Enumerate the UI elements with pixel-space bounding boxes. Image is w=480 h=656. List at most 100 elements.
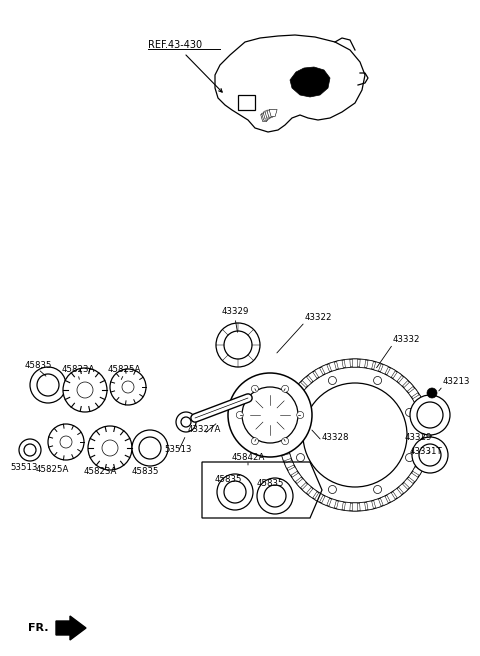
Polygon shape (416, 461, 425, 468)
Polygon shape (336, 501, 343, 510)
Polygon shape (387, 493, 396, 502)
Polygon shape (367, 360, 373, 369)
Circle shape (257, 478, 293, 514)
Polygon shape (380, 496, 388, 506)
Text: 45823A: 45823A (84, 468, 117, 476)
Polygon shape (322, 496, 330, 506)
Polygon shape (292, 388, 301, 397)
Polygon shape (292, 473, 301, 482)
Circle shape (410, 395, 450, 435)
Circle shape (406, 453, 413, 462)
Circle shape (216, 323, 260, 367)
Polygon shape (413, 395, 422, 403)
Polygon shape (423, 432, 431, 438)
Polygon shape (360, 359, 366, 367)
Text: 43327A: 43327A (187, 426, 221, 434)
Text: 45835: 45835 (24, 361, 52, 369)
Polygon shape (269, 110, 277, 117)
Polygon shape (367, 501, 373, 510)
Polygon shape (404, 479, 413, 488)
Text: 45835: 45835 (256, 480, 284, 489)
Circle shape (236, 411, 243, 419)
Circle shape (48, 424, 84, 460)
Polygon shape (404, 382, 413, 392)
Circle shape (279, 359, 431, 511)
Text: 45823A: 45823A (61, 365, 95, 375)
Polygon shape (302, 484, 312, 493)
Circle shape (176, 412, 196, 432)
Text: 43328: 43328 (322, 432, 349, 441)
Circle shape (406, 409, 413, 417)
Polygon shape (419, 409, 428, 417)
Polygon shape (302, 377, 312, 386)
Polygon shape (279, 440, 288, 445)
Circle shape (282, 385, 288, 392)
Circle shape (30, 367, 66, 403)
Circle shape (297, 409, 304, 417)
Polygon shape (285, 461, 294, 468)
Polygon shape (280, 417, 289, 423)
Circle shape (252, 438, 258, 445)
Polygon shape (373, 362, 381, 371)
Polygon shape (360, 502, 366, 511)
Text: 53513: 53513 (10, 464, 38, 472)
Polygon shape (421, 417, 430, 423)
Polygon shape (261, 115, 269, 121)
Polygon shape (282, 454, 291, 461)
Circle shape (217, 474, 253, 510)
Polygon shape (336, 360, 343, 369)
Circle shape (412, 437, 448, 473)
Polygon shape (282, 409, 291, 417)
Text: 45835: 45835 (131, 468, 159, 476)
Polygon shape (297, 382, 306, 392)
Circle shape (132, 430, 168, 466)
Polygon shape (387, 368, 396, 377)
Polygon shape (279, 424, 288, 430)
Polygon shape (352, 359, 358, 367)
Circle shape (297, 411, 304, 419)
Polygon shape (279, 432, 287, 438)
Polygon shape (314, 368, 323, 377)
Polygon shape (290, 67, 330, 97)
Polygon shape (314, 493, 323, 502)
Circle shape (19, 439, 41, 461)
Polygon shape (393, 372, 402, 382)
Polygon shape (285, 401, 294, 409)
Polygon shape (352, 503, 358, 511)
Text: 43322: 43322 (305, 314, 333, 323)
Polygon shape (308, 489, 317, 498)
Polygon shape (262, 113, 270, 120)
Polygon shape (413, 467, 422, 476)
Text: 43329: 43329 (404, 434, 432, 443)
Polygon shape (419, 454, 428, 461)
Polygon shape (421, 447, 430, 453)
Polygon shape (288, 395, 298, 403)
Polygon shape (344, 359, 350, 367)
Circle shape (328, 485, 336, 493)
Text: 43329: 43329 (221, 308, 249, 316)
Polygon shape (297, 479, 306, 488)
Polygon shape (308, 372, 317, 382)
Text: 45825A: 45825A (36, 466, 69, 474)
Polygon shape (422, 440, 431, 445)
Polygon shape (373, 499, 381, 508)
Text: 43213: 43213 (443, 377, 470, 386)
Circle shape (88, 426, 132, 470)
Circle shape (228, 373, 312, 457)
Text: 53513: 53513 (164, 445, 192, 455)
Circle shape (282, 438, 288, 445)
Circle shape (427, 388, 437, 398)
Text: 43331T: 43331T (409, 447, 443, 457)
Text: 45835: 45835 (214, 476, 242, 485)
Text: 45825A: 45825A (108, 365, 141, 375)
Polygon shape (267, 110, 275, 117)
Circle shape (252, 385, 258, 392)
Circle shape (110, 369, 146, 405)
Text: 45842A: 45842A (231, 453, 264, 462)
Polygon shape (398, 484, 408, 493)
Text: FR.: FR. (28, 623, 48, 633)
Polygon shape (393, 489, 402, 498)
Polygon shape (344, 502, 350, 511)
Circle shape (63, 368, 107, 412)
Polygon shape (56, 616, 86, 640)
